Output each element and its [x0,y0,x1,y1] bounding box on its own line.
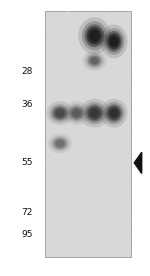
Ellipse shape [100,99,127,128]
Ellipse shape [87,106,102,120]
Ellipse shape [69,106,84,120]
Ellipse shape [64,101,89,125]
Ellipse shape [106,104,122,122]
Text: 36: 36 [21,100,33,109]
Ellipse shape [90,57,99,64]
Polygon shape [134,152,142,173]
Ellipse shape [87,54,102,67]
Ellipse shape [108,33,120,49]
Ellipse shape [80,99,109,128]
Ellipse shape [106,31,122,52]
Ellipse shape [50,104,70,123]
Ellipse shape [52,106,68,120]
Ellipse shape [82,50,107,71]
Ellipse shape [89,30,100,42]
Text: 95: 95 [21,230,33,239]
Ellipse shape [78,17,111,55]
Ellipse shape [87,27,102,45]
Ellipse shape [46,101,74,125]
Ellipse shape [54,139,66,148]
Text: 55: 55 [21,158,33,167]
Ellipse shape [103,102,124,124]
Ellipse shape [110,36,118,47]
Ellipse shape [103,28,124,55]
Bar [45,11,130,257]
Ellipse shape [110,108,118,118]
Ellipse shape [82,21,107,50]
Ellipse shape [85,25,104,47]
Ellipse shape [67,104,86,123]
Ellipse shape [100,25,127,58]
Text: 28: 28 [22,67,33,76]
Ellipse shape [85,53,104,69]
Ellipse shape [54,108,66,119]
Ellipse shape [83,102,106,124]
Ellipse shape [89,56,100,66]
Ellipse shape [48,134,72,153]
Ellipse shape [53,137,68,150]
Ellipse shape [56,109,64,117]
Ellipse shape [72,109,81,117]
Ellipse shape [71,108,82,119]
Ellipse shape [90,108,99,118]
Ellipse shape [56,140,64,147]
Ellipse shape [85,104,104,122]
Ellipse shape [51,136,69,151]
Ellipse shape [108,106,120,120]
Text: 72: 72 [22,208,33,217]
